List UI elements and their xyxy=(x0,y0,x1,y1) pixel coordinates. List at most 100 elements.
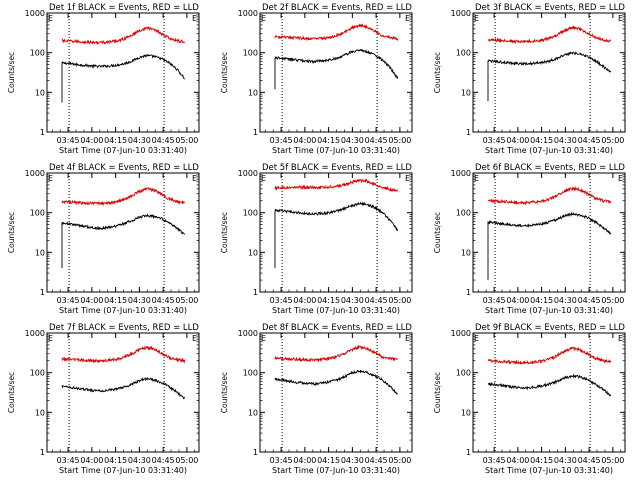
panel-title: Det 7f BLACK = Events, RED = LLD xyxy=(49,323,199,333)
x-tick-label: 05:00 xyxy=(175,136,198,145)
y-tick-label: 10 xyxy=(461,408,471,417)
y-axis-label: Counts/sec xyxy=(220,212,229,253)
x-axis-label: Start Time (07-Jun-10 03:31:40) xyxy=(59,146,187,155)
lld-series-line xyxy=(274,23,399,42)
y-axis-label: Counts/sec xyxy=(433,52,442,93)
y-axis-label: Counts/sec xyxy=(433,372,442,413)
x-axis-label: Start Time (07-Jun-10 03:31:40) xyxy=(59,466,187,475)
y-tick-label: 1000 xyxy=(25,169,45,178)
x-tick-label: 04:00 xyxy=(80,136,103,145)
x-tick-label: 03:45 xyxy=(57,456,80,465)
y-axis-label: Counts/sec xyxy=(220,372,229,413)
y-tick-label: 100 xyxy=(243,209,258,218)
x-axis-label: Start Time (07-Jun-10 03:31:40) xyxy=(485,466,613,475)
lld-series-line xyxy=(274,344,399,363)
x-tick-label: 03:45 xyxy=(270,136,293,145)
corner-label-right: E xyxy=(192,14,197,23)
x-tick-label: 04:15 xyxy=(317,136,340,145)
y-axis-label: Counts/sec xyxy=(433,212,442,253)
lld-series-line xyxy=(61,26,186,46)
events-series-line xyxy=(274,369,398,395)
y-tick-label: 1 xyxy=(253,128,258,137)
x-tick-label: 04:45 xyxy=(365,296,388,305)
x-tick-label: 04:15 xyxy=(317,296,340,305)
panel-title: Det 4f BLACK = Events, RED = LLD xyxy=(49,163,199,173)
x-tick-label: 04:45 xyxy=(152,456,175,465)
x-tick-label: 03:45 xyxy=(483,136,506,145)
x-tick-label: 05:00 xyxy=(388,136,411,145)
x-tick-label: 05:00 xyxy=(601,456,624,465)
x-tick-label: 03:45 xyxy=(270,296,293,305)
x-tick-label: 04:30 xyxy=(554,136,577,145)
x-tick-label: 05:00 xyxy=(388,296,411,305)
lld-series-line xyxy=(487,185,612,206)
x-tick-label: 04:00 xyxy=(506,456,529,465)
x-tick-label: 04:00 xyxy=(293,456,316,465)
x-tick-label: 04:45 xyxy=(365,456,388,465)
x-tick-label: 04:45 xyxy=(578,296,601,305)
panel-title: Det 2f BLACK = Events, RED = LLD xyxy=(262,3,412,13)
corner-label-left: E xyxy=(261,334,266,343)
y-tick-label: 100 xyxy=(456,209,471,218)
corner-label-right: E xyxy=(192,334,197,343)
y-tick-label: 1 xyxy=(40,288,45,297)
corner-label-right: E xyxy=(618,174,623,183)
y-tick-label: 10 xyxy=(248,248,258,257)
plot-frame xyxy=(472,332,626,453)
y-tick-label: 100 xyxy=(30,209,45,218)
x-tick-label: 05:00 xyxy=(601,136,624,145)
panel-title: Det 6f BLACK = Events, RED = LLD xyxy=(475,163,625,173)
y-tick-label: 100 xyxy=(30,49,45,58)
panel-title: Det 5f BLACK = Events, RED = LLD xyxy=(262,163,412,173)
lld-series-line xyxy=(61,345,186,364)
x-tick-label: 04:00 xyxy=(80,456,103,465)
y-tick-label: 1 xyxy=(40,448,45,457)
panel-title: Det 1f BLACK = Events, RED = LLD xyxy=(49,3,199,13)
x-axis-label: Start Time (07-Jun-10 03:31:40) xyxy=(485,306,613,315)
events-series-line xyxy=(487,211,612,281)
corner-label-left: E xyxy=(48,14,53,23)
x-tick-label: 04:30 xyxy=(341,456,364,465)
x-tick-label: 04:15 xyxy=(104,456,127,465)
y-axis-label: Counts/sec xyxy=(7,212,16,253)
corner-label-left: E xyxy=(474,334,479,343)
x-tick-label: 04:15 xyxy=(530,136,553,145)
x-tick-label: 04:30 xyxy=(554,296,577,305)
x-tick-label: 04:15 xyxy=(104,136,127,145)
x-tick-label: 04:45 xyxy=(365,136,388,145)
y-tick-label: 1 xyxy=(466,448,471,457)
x-tick-label: 04:30 xyxy=(341,136,364,145)
y-tick-label: 100 xyxy=(456,369,471,378)
y-tick-label: 1000 xyxy=(451,9,471,18)
plot-frame xyxy=(259,12,413,133)
plot-frame xyxy=(46,332,200,453)
lld-series-line xyxy=(487,25,612,44)
y-axis-label: Counts/sec xyxy=(7,52,16,93)
y-tick-label: 1 xyxy=(40,128,45,137)
panel-title: Det 8f BLACK = Events, RED = LLD xyxy=(262,323,412,333)
y-tick-label: 1000 xyxy=(451,169,471,178)
y-axis-label: Counts/sec xyxy=(220,52,229,93)
x-tick-label: 04:15 xyxy=(317,456,340,465)
x-tick-label: 04:30 xyxy=(128,456,151,465)
y-tick-label: 1000 xyxy=(25,329,45,338)
events-series-line xyxy=(487,373,612,397)
x-tick-label: 04:15 xyxy=(530,296,553,305)
x-tick-label: 04:45 xyxy=(152,136,175,145)
x-axis-label: Start Time (07-Jun-10 03:31:40) xyxy=(485,146,613,155)
corner-label-right: E xyxy=(618,14,623,23)
x-tick-label: 04:45 xyxy=(578,136,601,145)
y-tick-label: 1000 xyxy=(238,329,258,338)
events-series-line xyxy=(61,53,185,103)
events-series-line xyxy=(274,48,399,90)
y-tick-label: 1000 xyxy=(25,9,45,18)
y-tick-label: 1000 xyxy=(238,169,258,178)
corner-label-left: E xyxy=(474,174,479,183)
